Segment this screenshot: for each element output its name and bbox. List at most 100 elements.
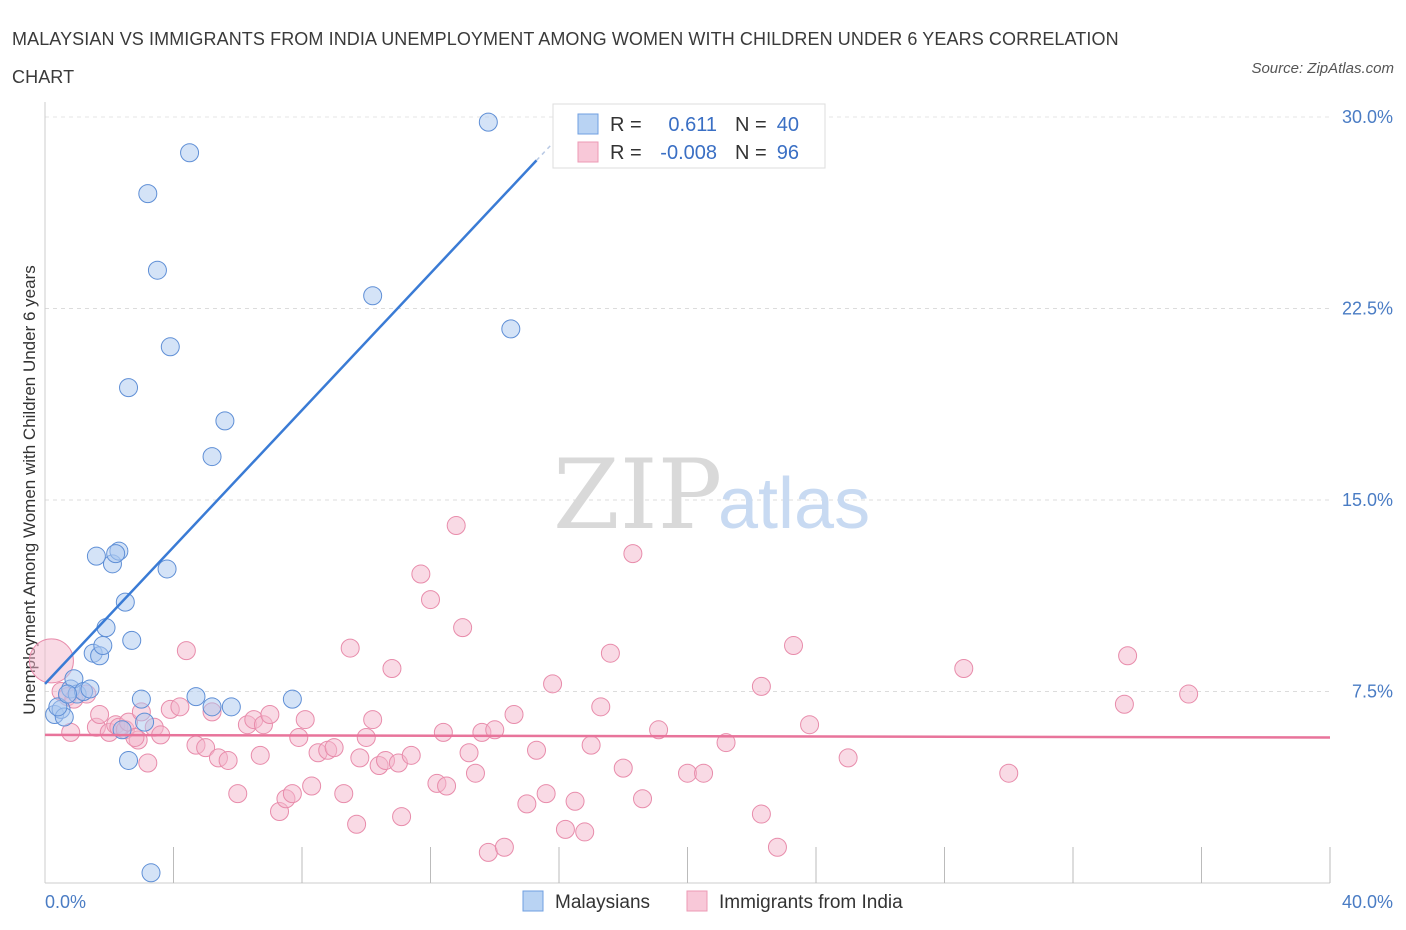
india-point xyxy=(581,735,601,755)
india-point xyxy=(1118,646,1138,666)
malaysians-point xyxy=(138,184,158,204)
malaysians-point xyxy=(48,697,68,717)
malaysians-point xyxy=(202,447,222,467)
y-tick-label-0: 7.5% xyxy=(1352,682,1393,702)
india-point xyxy=(485,720,505,740)
legend-r-label-1: R = xyxy=(610,114,642,136)
correlation-legend: R = 0.611 N = 40 R = -0.008 N = 96 xyxy=(552,103,826,169)
malaysians-point xyxy=(221,697,241,717)
legend-n-label-1: N = xyxy=(735,114,767,136)
india-point xyxy=(90,704,110,724)
india-point xyxy=(600,643,620,663)
india-point xyxy=(196,738,216,758)
india-point xyxy=(565,791,585,811)
india-point xyxy=(999,763,1019,783)
india-point xyxy=(282,784,302,804)
x-tick-labels: 0.0% 40.0% xyxy=(45,892,1393,912)
india-point xyxy=(411,564,431,584)
india-point xyxy=(517,794,537,814)
india-point xyxy=(347,814,367,834)
malaysians-point xyxy=(119,378,139,398)
india-point xyxy=(228,784,248,804)
india-point xyxy=(575,822,595,842)
chart-title: MALAYSIAN VS IMMIGRANTS FROM INDIA UNEMP… xyxy=(12,29,1119,87)
malaysians-points xyxy=(45,112,521,883)
india-point xyxy=(356,727,376,747)
india-point xyxy=(350,748,370,768)
legend-r-value-1: 0.611 xyxy=(668,114,717,136)
malaysians-point xyxy=(93,636,113,656)
malaysians-point xyxy=(131,689,151,709)
india-point xyxy=(324,738,344,758)
india-point xyxy=(250,745,270,765)
malaysians-point xyxy=(501,319,521,339)
malaysians-point xyxy=(186,687,206,707)
series-legend: Malaysians Immigrants from India xyxy=(522,890,903,913)
india-point xyxy=(340,638,360,658)
legend-r-label-2: R = xyxy=(610,142,642,164)
india-point xyxy=(363,710,383,730)
malaysians-point xyxy=(157,559,177,579)
india-point xyxy=(751,804,771,824)
india-point xyxy=(694,763,714,783)
y-tick-label-3: 30.0% xyxy=(1342,107,1393,127)
malaysians-point xyxy=(282,689,302,709)
malaysians-point xyxy=(96,618,116,638)
india-point xyxy=(751,676,771,696)
trend-lines xyxy=(44,101,1331,739)
india-point xyxy=(176,641,196,661)
india-point xyxy=(716,733,736,753)
india-point xyxy=(218,750,238,770)
india-point xyxy=(421,590,440,610)
india-point xyxy=(382,659,402,679)
bottom-legend-india: Immigrants from India xyxy=(719,892,903,913)
india-point xyxy=(459,743,479,763)
india-point xyxy=(649,720,669,740)
india-point xyxy=(433,722,453,742)
india-point xyxy=(1179,684,1199,704)
india-point xyxy=(260,704,280,724)
india-point xyxy=(28,638,74,684)
legend-swatch-malaysians xyxy=(577,113,599,135)
malaysians-point xyxy=(80,679,100,699)
india-point xyxy=(591,697,611,717)
malaysians-point xyxy=(202,697,222,717)
india-point xyxy=(1114,694,1134,714)
india-point xyxy=(838,748,858,768)
india-point xyxy=(453,618,473,638)
legend-r-value-2: -0.008 xyxy=(660,142,717,164)
chart-source: Source: ZipAtlas.com xyxy=(1251,60,1394,77)
malaysians-point xyxy=(147,260,167,280)
india-point xyxy=(800,715,820,735)
india-point xyxy=(555,819,575,839)
india-trend-line xyxy=(44,733,1331,739)
watermark-atlas: atlas xyxy=(718,464,870,544)
india-point xyxy=(767,837,787,857)
india-point xyxy=(465,763,485,783)
malaysians-point xyxy=(135,712,155,732)
india-point xyxy=(504,704,524,724)
malaysians-point xyxy=(115,592,135,612)
india-point xyxy=(446,516,466,536)
malaysians-point xyxy=(141,863,161,883)
india-point xyxy=(623,544,643,564)
india-point xyxy=(401,745,421,765)
legend-n-value-1: 40 xyxy=(777,114,799,136)
india-point xyxy=(678,763,697,783)
malaysians-point xyxy=(478,112,498,132)
india-point xyxy=(954,659,974,679)
malaysians-point xyxy=(119,750,139,770)
bottom-legend-malaysians: Malaysians xyxy=(555,892,650,913)
india-point xyxy=(170,697,190,717)
india-point xyxy=(536,784,556,804)
y-tick-labels: 7.5% 15.0% 22.5% 30.0% xyxy=(1342,107,1393,702)
malaysians-point xyxy=(215,411,235,431)
malaysians-point xyxy=(122,630,142,650)
india-points xyxy=(28,516,1199,862)
india-point xyxy=(478,842,498,862)
malaysians-trend-line xyxy=(44,159,538,685)
malaysians-point xyxy=(363,286,383,306)
india-point xyxy=(392,807,412,827)
india-point xyxy=(302,776,322,796)
